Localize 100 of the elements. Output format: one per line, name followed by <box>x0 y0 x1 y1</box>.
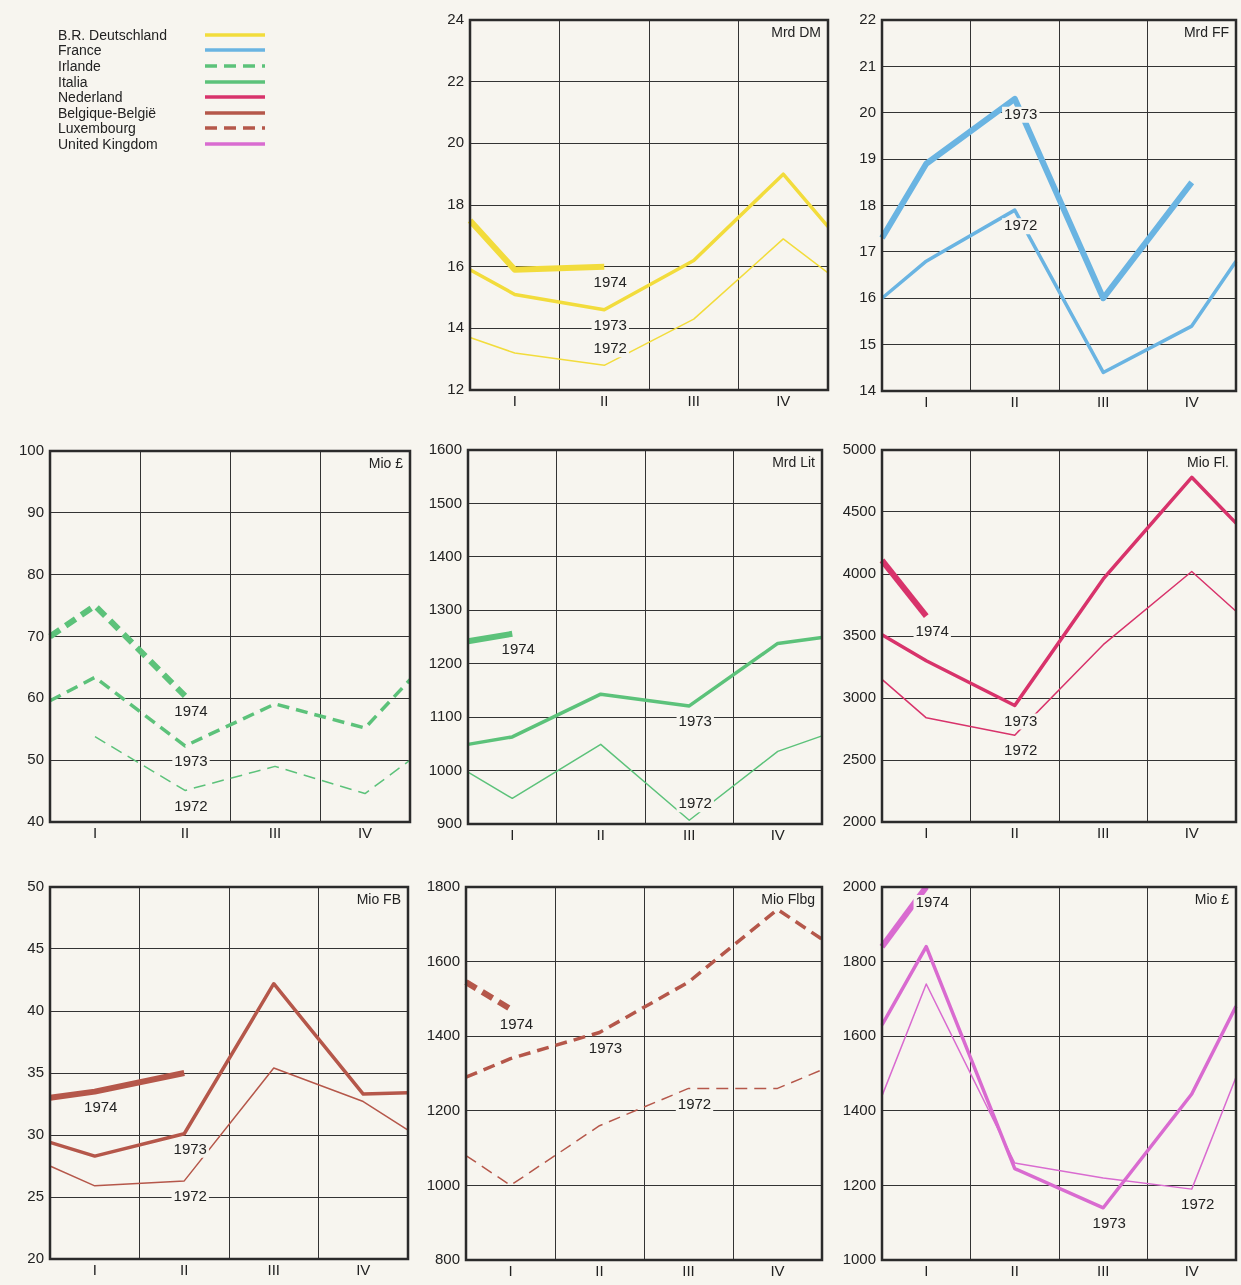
x-tick-label: IV <box>770 1262 785 1280</box>
annotation: 1973 <box>173 1139 207 1157</box>
annotation: 1972 <box>173 1187 207 1205</box>
annotation: 1974 <box>84 1097 118 1115</box>
y-tick-label: 16 <box>859 288 876 306</box>
x-tick-label: III <box>268 824 282 842</box>
y-axis-title: Mrd Lit <box>772 453 816 470</box>
y-tick-label: 1800 <box>842 951 876 969</box>
annotation: 1973 <box>1004 104 1038 122</box>
y-tick-label: 1400 <box>428 547 462 564</box>
y-tick-label: 2000 <box>842 812 876 830</box>
y-tick-label: 3000 <box>842 688 876 706</box>
x-tick-label: IV <box>357 824 373 842</box>
y-tick-label: 40 <box>27 812 44 830</box>
annotation: 1974 <box>499 1015 534 1033</box>
y-axis-title: Mrd FF <box>1183 23 1229 40</box>
y-tick-label: 1400 <box>426 1026 460 1044</box>
x-tick-label: II <box>600 392 609 410</box>
y-tick-label: 14 <box>859 381 876 399</box>
y-tick-label: 1300 <box>428 600 462 618</box>
x-tick-label: II <box>180 1261 189 1279</box>
annotation: 1974 <box>174 702 208 719</box>
y-tick-label: 40 <box>27 1001 44 1019</box>
y-axis-title: Mio Fl. <box>1187 453 1229 470</box>
y-tick-label: 1200 <box>426 1100 460 1118</box>
x-tick-label: III <box>267 1261 281 1279</box>
x-tick-label: III <box>1096 393 1110 411</box>
x-tick-label: I <box>512 392 517 410</box>
x-tick-label: II <box>1010 1262 1019 1280</box>
annotation: 1972 <box>678 794 712 812</box>
y-tick-label: 1000 <box>428 760 462 778</box>
y-tick-label: 3500 <box>842 626 876 644</box>
y-tick-label: 1200 <box>428 653 462 671</box>
x-tick-label: II <box>596 826 605 844</box>
y-tick-label: 900 <box>436 814 462 832</box>
legend-title: Italia <box>58 73 89 90</box>
y-tick-label: 70 <box>27 626 44 644</box>
y-tick-label: 15 <box>859 334 876 352</box>
y-tick-label: 22 <box>859 10 876 28</box>
x-tick-label: III <box>1096 1262 1110 1280</box>
legend-title: Luxembourg <box>58 120 136 137</box>
y-tick-label: 25 <box>27 1187 44 1205</box>
y-tick-label: 1200 <box>842 1175 876 1193</box>
y-tick-label: 50 <box>27 750 44 768</box>
y-tick-label: 18 <box>859 195 876 213</box>
annotation: 1972 <box>1181 1195 1215 1213</box>
y-tick-label: 1600 <box>426 951 460 969</box>
y-tick-label: 30 <box>27 1125 44 1143</box>
y-tick-label: 45 <box>27 939 44 957</box>
y-tick-label: 4500 <box>842 502 876 520</box>
y-tick-label: 100 <box>18 441 44 459</box>
x-tick-label: IV <box>356 1261 371 1279</box>
x-tick-label: II <box>1010 393 1019 411</box>
annotation: 1974 <box>915 622 949 640</box>
annotation: 1972 <box>1004 216 1038 234</box>
y-tick-label: 1000 <box>842 1250 876 1268</box>
line-series <box>48 675 412 748</box>
x-tick-label: IV <box>1184 824 1199 842</box>
y-tick-label: 22 <box>447 71 464 89</box>
y-tick-label: 20 <box>859 102 876 120</box>
y-tick-label: 2500 <box>842 750 876 768</box>
x-tick-label: IV <box>776 392 791 410</box>
legend-title: Irlande <box>58 57 102 74</box>
y-tick-label: 35 <box>27 1063 44 1081</box>
x-tick-label: IV <box>1184 393 1199 411</box>
y-tick-label: 1500 <box>428 493 462 511</box>
annotation: 1972 <box>677 1094 712 1112</box>
y-tick-label: 1800 <box>426 877 460 895</box>
x-tick-label: I <box>508 1262 513 1280</box>
y-tick-label: 17 <box>859 242 876 260</box>
y-axis-title: Mio FB <box>356 890 401 907</box>
y-tick-label: 20 <box>447 133 464 151</box>
y-tick-label: 50 <box>27 877 44 895</box>
x-tick-label: I <box>510 826 515 844</box>
line-series <box>465 1069 823 1187</box>
y-tick-label: 5000 <box>842 440 876 458</box>
y-tick-label: 1600 <box>842 1026 876 1044</box>
y-tick-label: 16 <box>447 256 464 274</box>
line-series <box>94 735 411 795</box>
y-tick-label: 18 <box>447 195 464 213</box>
x-tick-label: III <box>687 392 701 410</box>
x-tick-label: II <box>1010 824 1019 842</box>
annotation: 1973 <box>174 752 208 770</box>
annotation: 1973 <box>588 1038 623 1056</box>
legend-title: United Kingdom <box>58 135 159 152</box>
x-tick-label: I <box>92 824 98 842</box>
y-axis-title: Mrd DM <box>771 23 821 40</box>
x-tick-label: I <box>924 1262 929 1280</box>
y-tick-label: 80 <box>27 564 44 582</box>
annotation: 1974 <box>593 272 627 290</box>
x-tick-label: IV <box>1184 1262 1199 1280</box>
y-axis-title: Mio £ <box>1194 890 1230 907</box>
x-tick-label: II <box>595 1262 604 1280</box>
y-tick-label: 21 <box>859 56 876 74</box>
annotation: 1972 <box>174 796 208 814</box>
annotation: 1973 <box>1092 1213 1126 1231</box>
x-tick-label: II <box>180 824 190 842</box>
y-tick-label: 20 <box>27 1249 44 1267</box>
y-tick-label: 2000 <box>842 877 876 895</box>
annotation: 1972 <box>1004 741 1038 759</box>
